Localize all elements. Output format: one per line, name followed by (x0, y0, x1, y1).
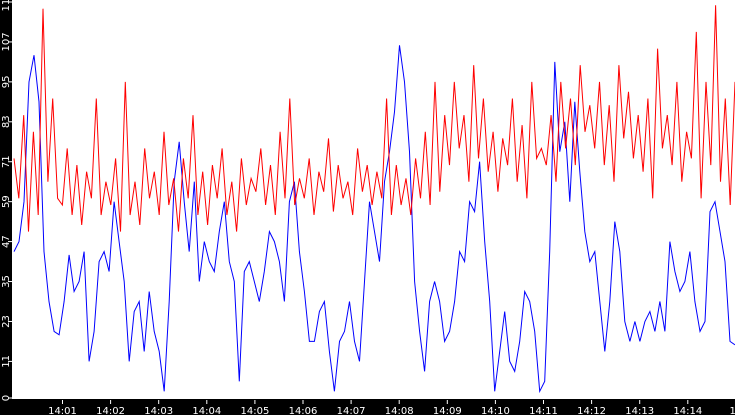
x-tick-label: 14:06 (289, 406, 318, 415)
x-tick-label: 14:03 (144, 406, 173, 415)
x-tick-label: 14:05 (240, 406, 269, 415)
y-tick-label: 0 (1, 395, 12, 401)
x-tick-label: 14:09 (433, 406, 462, 415)
y-tick-label: 35 (1, 275, 12, 288)
y-tick-label: 11 (1, 355, 12, 368)
x-tick-label: 14:13 (625, 406, 654, 415)
series-line-blue (13, 45, 735, 394)
y-tick-label: 23 (1, 315, 12, 328)
y-tick-label: 59 (1, 195, 12, 208)
y-tick-label: 71 (1, 155, 12, 168)
series-line-red (13, 5, 735, 232)
x-tick-label: 14:11 (529, 406, 558, 415)
x-tick-label: 14:10 (481, 406, 510, 415)
x-tick-label: 14:08 (385, 406, 414, 415)
x-tick-label: 14:02 (96, 406, 125, 415)
x-tick-label: 14:14 (673, 406, 702, 415)
y-tick-label: 83 (1, 115, 12, 128)
y-tick-label: 107 (1, 32, 12, 51)
x-tick-label: 14:07 (337, 406, 366, 415)
x-tick-label: 14:01 (48, 406, 77, 415)
x-axis: 14:01 14:02 14:03 14:04 14:05 14:06 14:07 14:08… (48, 400, 735, 415)
series-lines (13, 5, 735, 394)
x-tick-label: 14 (730, 406, 735, 415)
y-axis: 0 11 23 35 47 59 71 83 95 107 119 (1, 0, 12, 401)
x-tick-label: 14:12 (577, 406, 606, 415)
y-tick-label: 119 (1, 0, 12, 12)
plot-area (12, 0, 735, 399)
y-tick-label: 95 (1, 75, 12, 88)
x-tick-label: 14:04 (192, 406, 221, 415)
y-tick-label: 47 (1, 235, 12, 248)
